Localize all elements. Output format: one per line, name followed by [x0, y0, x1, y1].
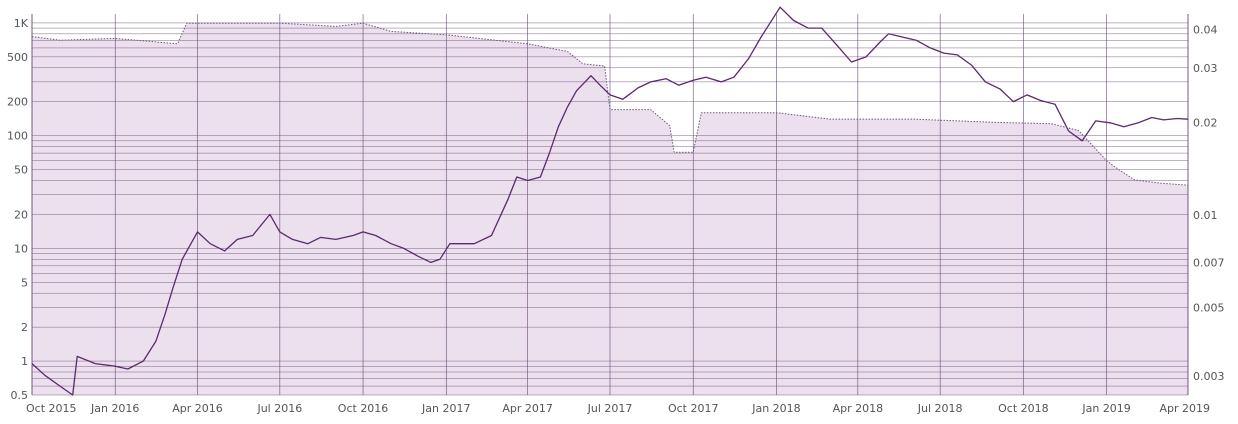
x-tick-label: Apr 2017 — [502, 402, 553, 415]
x-tick-label: Oct 2017 — [668, 402, 719, 415]
y-right-tick-label: 0.01 — [1193, 209, 1218, 222]
y-right-tick-label: 0.005 — [1193, 302, 1225, 315]
y-left-tick-label: 1K — [14, 17, 29, 30]
x-tick-label: Jan 2018 — [751, 402, 800, 415]
x-tick-label: Oct 2015 — [26, 402, 77, 415]
y-left-tick-label: 100 — [7, 130, 28, 143]
ratio-dotted-line — [31, 22, 1189, 186]
y-left-tick-label: 500 — [7, 51, 28, 64]
x-tick-label: Apr 2018 — [833, 402, 884, 415]
y-right-tick-label: 0.02 — [1193, 116, 1218, 129]
y-left-tick-label: 1 — [21, 355, 28, 368]
x-tick-label: Jul 2018 — [917, 402, 963, 415]
x-tick-label: Jan 2019 — [1081, 402, 1130, 415]
x-tick-label: Jan 2016 — [90, 402, 139, 415]
y-right-tick-label: 0.007 — [1193, 257, 1225, 270]
y-left-tick-label: 5 — [21, 276, 28, 289]
y-left-tick-label: 0.5 — [11, 389, 29, 402]
y-left-tick-label: 50 — [14, 164, 28, 177]
x-tick-label: Jan 2017 — [421, 402, 470, 415]
x-tick-label: Jul 2016 — [256, 402, 302, 415]
x-tick-label: Oct 2016 — [338, 402, 389, 415]
y-left-tick-label: 10 — [14, 242, 28, 255]
y-right-tick-label: 0.03 — [1193, 62, 1218, 75]
x-tick-label: Jul 2017 — [587, 402, 633, 415]
y-left-tick-label: 20 — [14, 208, 28, 221]
y-left-tick-label: 200 — [7, 96, 28, 109]
x-tick-label: Oct 2018 — [998, 402, 1049, 415]
y-right-tick-label: 0.003 — [1193, 370, 1225, 383]
y-right-tick-label: 0.04 — [1193, 24, 1218, 37]
price-line — [31, 6, 1189, 396]
x-tick-label: Apr 2016 — [172, 402, 223, 415]
x-tick-label: Apr 2019 — [1159, 402, 1210, 415]
y-left-tick-label: 2 — [21, 321, 28, 334]
